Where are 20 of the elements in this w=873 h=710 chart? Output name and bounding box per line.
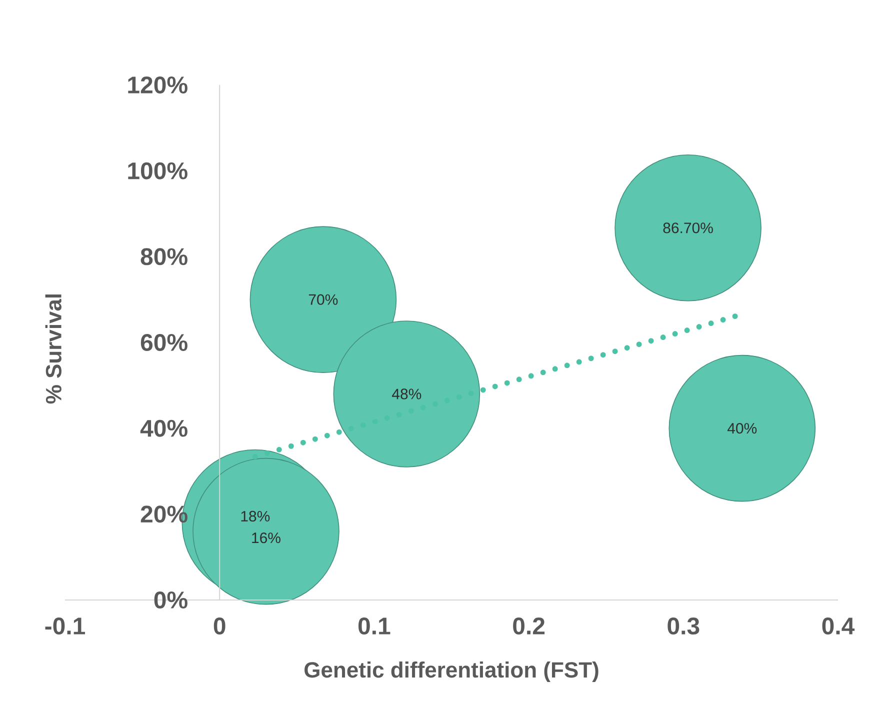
x-axis-title: Genetic differentiation (FST) bbox=[304, 662, 598, 682]
data-label: 18% bbox=[241, 510, 270, 522]
data-label: 16% bbox=[252, 532, 280, 544]
data-label: 40% bbox=[727, 423, 757, 434]
y-tick-label: 120% bbox=[128, 76, 188, 94]
x-tick-label: -0.1 bbox=[45, 618, 86, 635]
y-axis-title: % Survival bbox=[45, 294, 62, 404]
x-tick-label: 0 bbox=[214, 618, 226, 635]
data-label: 70% bbox=[308, 294, 338, 305]
y-tick-label: 80% bbox=[140, 248, 188, 266]
y-tick-label: 60% bbox=[140, 334, 188, 351]
y-tick-label: 40% bbox=[140, 420, 188, 437]
data-label: 86.70% bbox=[663, 222, 713, 234]
x-tick-label: 0.3 bbox=[668, 618, 700, 635]
x-tick-label: 0.4 bbox=[822, 618, 855, 635]
y-tick-label: 0% bbox=[154, 592, 188, 608]
data-label: 48% bbox=[392, 388, 422, 400]
x-tick-label: 0.2 bbox=[513, 618, 545, 635]
y-tick-label: 100% bbox=[128, 162, 188, 180]
x-tick-label: 0.1 bbox=[358, 618, 390, 635]
